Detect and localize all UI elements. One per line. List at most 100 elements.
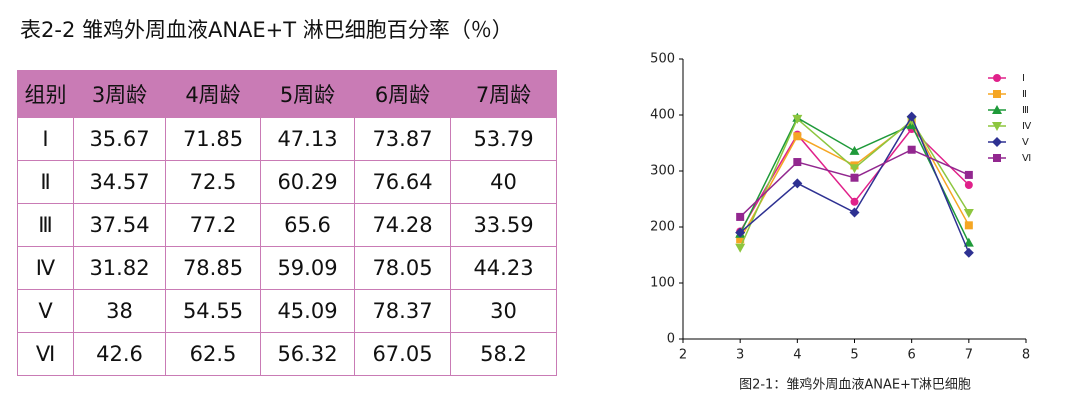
legend-label: Ⅵ — [1022, 153, 1031, 164]
marker — [792, 114, 803, 124]
series-line — [739, 148, 970, 218]
chart-caption: 图2-1：雏鸡外周血液ANAE+T淋巴细胞 — [739, 377, 971, 393]
data-table: 组别 3周龄 4周龄 5周龄 6周龄 7周龄 Ⅰ 35.67 71.85 47.13 73.87 53… — [17, 70, 557, 376]
x-tick-label: 8 — [1022, 348, 1030, 363]
y-tick-label: 500 — [650, 52, 675, 67]
x-tick-label: 4 — [793, 348, 801, 363]
marker — [735, 227, 746, 238]
table-row: Ⅰ 35.67 71.85 47.13 73.87 53.79 — [17, 117, 557, 161]
table-cell: 62.5 — [165, 332, 261, 376]
table-cell: 76.64 — [354, 160, 451, 204]
marker — [849, 207, 860, 218]
table-cell: Ⅰ — [17, 117, 74, 161]
legend-label: Ⅰ — [1022, 73, 1025, 84]
table-cell: 38 — [73, 289, 166, 333]
table-cell: Ⅳ — [17, 246, 74, 290]
marker — [963, 237, 974, 247]
marker — [850, 173, 859, 182]
table-row: Ⅵ 42.6 62.5 56.32 67.05 58.2 — [17, 332, 557, 376]
header-cell: 6周龄 — [354, 70, 451, 118]
header-cell: 4周龄 — [165, 70, 261, 118]
marker — [964, 181, 973, 189]
marker — [850, 197, 859, 206]
marker — [906, 111, 917, 122]
legend-marker — [992, 122, 1002, 131]
header-cell: 5周龄 — [260, 70, 355, 118]
legend-label: Ⅴ — [1022, 137, 1029, 148]
marker — [793, 158, 802, 167]
table-cell: 44.23 — [450, 246, 557, 290]
table-cell: 59.09 — [260, 246, 355, 290]
table-cell: 30 — [450, 289, 557, 333]
table-cell: 65.6 — [260, 203, 355, 247]
table-cell: 33.59 — [450, 203, 557, 247]
table-cell: 78.37 — [354, 289, 451, 333]
table-row: Ⅲ 37.54 77.2 65.6 74.28 33.59 — [17, 203, 557, 247]
table-cell: 35.67 — [73, 117, 166, 161]
table-cell: Ⅲ — [17, 203, 74, 247]
y-tick-label: 400 — [650, 108, 675, 123]
legend-marker — [993, 90, 1001, 98]
table-cell: 77.2 — [165, 203, 261, 247]
legend-marker — [992, 137, 1002, 147]
table-cell: 60.29 — [260, 160, 355, 204]
x-tick-label: 2 — [679, 348, 687, 363]
table-cell: 58.2 — [450, 332, 557, 376]
marker — [735, 243, 746, 253]
marker — [907, 145, 916, 154]
table-cell: 71.85 — [165, 117, 261, 161]
table-cell: 78.85 — [165, 246, 261, 290]
table-cell: 73.87 — [354, 117, 451, 161]
marker — [963, 247, 974, 258]
x-tick-label: 5 — [850, 348, 858, 363]
table-cell: Ⅴ — [17, 289, 74, 333]
table-cell: 74.28 — [354, 203, 451, 247]
table-cell: Ⅱ — [17, 160, 74, 204]
y-tick-label: 100 — [650, 276, 675, 291]
table-cell: 72.5 — [165, 160, 261, 204]
table-cell: 34.57 — [73, 160, 166, 204]
table-cell: 67.05 — [354, 332, 451, 376]
table-cell: 56.32 — [260, 332, 355, 376]
page-title: 表2-2 雏鸡外周血液ANAE+T 淋巴细胞百分率（％） — [20, 18, 513, 42]
legend-label: Ⅱ — [1022, 89, 1027, 100]
marker — [849, 145, 860, 155]
table-cell: 78.05 — [354, 246, 451, 290]
table-cell: 40 — [450, 160, 557, 204]
table-cell: 53.79 — [450, 117, 557, 161]
table-cell: 47.13 — [260, 117, 355, 161]
table-cell: 31.82 — [73, 246, 166, 290]
y-tick-label: 200 — [650, 220, 675, 235]
table-row: Ⅴ 38 54.55 45.09 78.37 30 — [17, 289, 557, 333]
marker — [793, 132, 802, 141]
x-tick-label: 7 — [965, 348, 973, 363]
legend-label: Ⅳ — [1022, 121, 1032, 132]
marker — [736, 212, 745, 221]
marker — [849, 164, 860, 174]
marker — [736, 235, 745, 244]
header-cell: 3周龄 — [73, 70, 166, 118]
table-row: Ⅱ 34.57 72.5 60.29 76.64 40 — [17, 160, 557, 204]
table-cell: 37.54 — [73, 203, 166, 247]
header-cell: 组别 — [17, 70, 74, 118]
y-tick-label: 300 — [650, 164, 675, 179]
legend-label: Ⅲ — [1022, 105, 1029, 116]
x-tick-label: 6 — [908, 348, 916, 363]
table-row: Ⅳ 31.82 78.85 59.09 78.05 44.23 — [17, 246, 557, 290]
table-cell: Ⅵ — [17, 332, 74, 376]
legend-marker — [993, 154, 1001, 162]
legend-marker — [993, 74, 1001, 82]
marker — [964, 221, 973, 230]
y-tick-label: 0 — [667, 332, 675, 347]
table-cell: 45.09 — [260, 289, 355, 333]
table-cell: 42.6 — [73, 332, 166, 376]
legend-marker — [992, 105, 1002, 114]
marker — [792, 178, 803, 189]
header-cell: 7周龄 — [450, 70, 557, 118]
chart: 图2-1：雏鸡外周血液ANAE+T淋巴细胞 0 100 200 300 400 500 2 3… — [650, 52, 1032, 393]
marker — [963, 209, 974, 218]
header-row: 组别 3周龄 4周龄 5周龄 6周龄 7周龄 — [17, 70, 557, 118]
table-cell: 54.55 — [165, 289, 261, 333]
x-tick-label: 3 — [736, 348, 744, 363]
